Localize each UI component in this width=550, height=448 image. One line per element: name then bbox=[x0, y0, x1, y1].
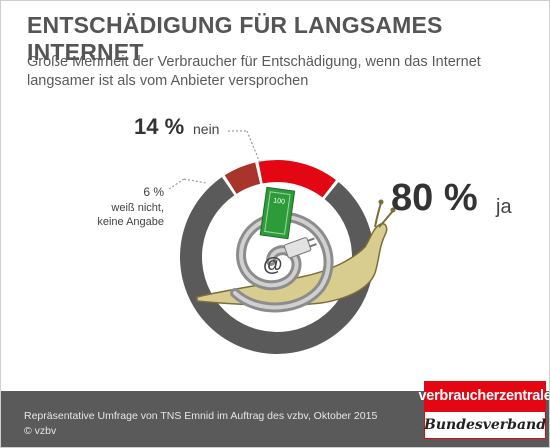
label-nein-percent: 14 % bbox=[134, 114, 185, 139]
chart-title: ENTSCHÄDIGUNG FÜR LANGSAMES INTERNET bbox=[27, 12, 443, 65]
snail-body bbox=[196, 223, 388, 306]
logo-verbraucherzentrale: verbraucherzentrale bbox=[419, 381, 549, 411]
leader-line-dk-down bbox=[183, 178, 207, 184]
leader-line-dk bbox=[168, 178, 185, 190]
chart-subtitle: Große Mehrheit der Verbraucher für Entsc… bbox=[27, 54, 481, 89]
donut-slices bbox=[179, 160, 374, 355]
label-ja: ja bbox=[496, 196, 512, 218]
logo-bundesverband: Bundesverband bbox=[424, 411, 546, 439]
snail-illustration: 100 @ bbox=[196, 186, 396, 313]
label-nein: nein bbox=[193, 121, 220, 137]
at-icon: @ bbox=[263, 254, 283, 276]
leader-line-nein-down bbox=[246, 130, 261, 164]
slice-nein bbox=[258, 160, 336, 198]
label-weiss-nicht-line2: keine Angabe bbox=[97, 216, 164, 228]
label-ja-percent: 80 % bbox=[391, 177, 478, 219]
slice-weiss-nicht bbox=[224, 162, 261, 194]
banknote-value: 100 bbox=[273, 197, 286, 206]
source-note: Repräsentative Umfrage von TNS Emnid im … bbox=[24, 410, 378, 422]
snail-antenna-1 bbox=[374, 202, 382, 228]
label-weiss-nicht-percent: 6 % bbox=[143, 185, 164, 199]
banknote-icon: 100 bbox=[259, 186, 296, 240]
plug-icon bbox=[283, 237, 317, 259]
label-weiss-nicht-line1: weiß nicht, bbox=[111, 202, 164, 214]
label-weiss-nicht: weiß nicht, keine Angabe bbox=[79, 201, 164, 229]
copyright-note: © vzbv bbox=[24, 425, 57, 437]
